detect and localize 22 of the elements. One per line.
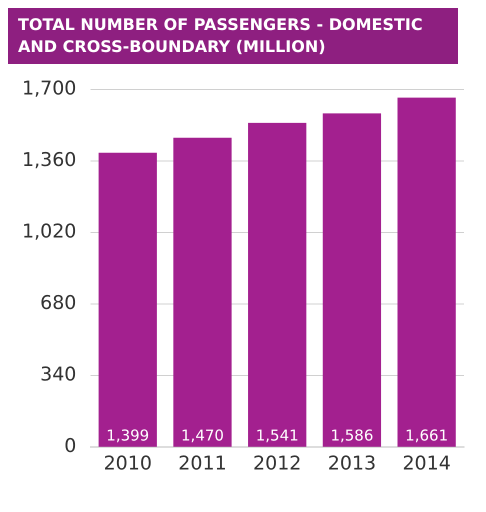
y-tick-label: 1,360	[22, 148, 76, 171]
y-tick-label: 340	[40, 364, 76, 386]
y-tick-label: 1,020	[22, 220, 76, 242]
data-label: 1,586	[330, 426, 374, 445]
bar	[322, 113, 382, 447]
bar	[98, 152, 157, 447]
x-tick-label: 2012	[253, 452, 302, 475]
chart-title: TOTAL NUMBER OF PASSENGERS - DOMESTIC AND CROSS-BOUNDARY (MILLION)	[8, 8, 458, 64]
x-tick-label: 2013	[328, 452, 376, 475]
x-tick-label: 2014	[402, 452, 451, 475]
data-label: 1,399	[106, 426, 150, 445]
x-tick-label: 2011	[178, 452, 227, 475]
x-tick-label: 2010	[104, 452, 152, 475]
bar	[398, 98, 456, 447]
data-label: 1,541	[256, 426, 299, 445]
data-label: 1,661	[405, 426, 448, 445]
y-tick-label: 0	[64, 435, 76, 458]
y-tick-label: 680	[40, 292, 76, 314]
y-tick-label: 1,700	[22, 77, 76, 100]
data-label: 1,470	[181, 426, 224, 445]
bar	[248, 122, 306, 447]
bar	[173, 138, 232, 447]
